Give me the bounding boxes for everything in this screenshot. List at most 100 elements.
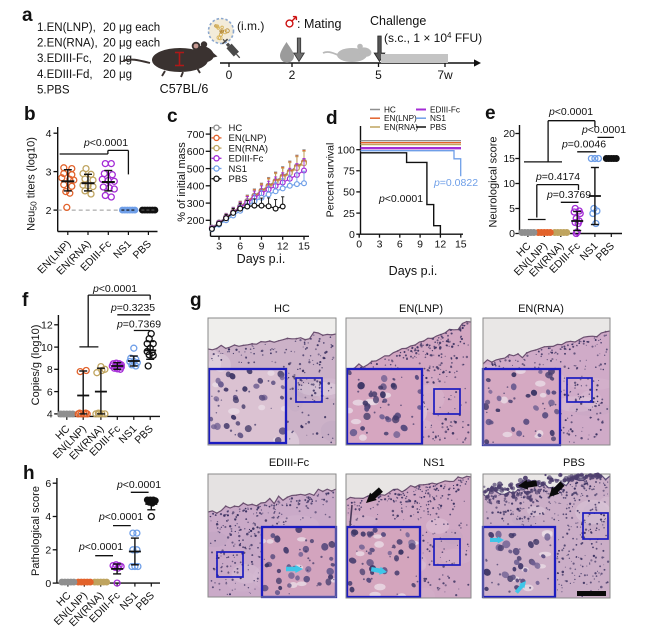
svg-text:0: 0 xyxy=(226,68,233,82)
svg-text:5: 5 xyxy=(375,68,382,82)
svg-text:10: 10 xyxy=(503,178,515,190)
svg-text:0: 0 xyxy=(356,239,362,251)
svg-text:8: 8 xyxy=(47,364,53,376)
svg-text:15: 15 xyxy=(503,153,515,165)
svg-text:NS1: NS1 xyxy=(423,457,444,469)
svg-text:b: b xyxy=(24,104,36,125)
svg-text:20 μg each: 20 μg each xyxy=(103,38,160,50)
svg-text:% of initial mass: % of initial mass xyxy=(176,142,188,222)
svg-text:p<0.0001: p<0.0001 xyxy=(78,541,123,553)
svg-text:2: 2 xyxy=(46,205,52,217)
svg-text:Neurological score: Neurological score xyxy=(488,136,500,227)
svg-text:400: 400 xyxy=(187,181,205,193)
svg-text:3: 3 xyxy=(216,241,222,253)
svg-text:0: 0 xyxy=(45,578,51,590)
svg-text:7w: 7w xyxy=(437,68,453,82)
svg-text:PBS: PBS xyxy=(430,123,447,132)
svg-text:500: 500 xyxy=(187,163,205,175)
svg-text:p<0.0001: p<0.0001 xyxy=(116,479,161,491)
svg-text:3.EDIII-Fc,: 3.EDIII-Fc, xyxy=(37,53,92,65)
svg-text:p<0.0001: p<0.0001 xyxy=(92,283,137,295)
svg-text:15: 15 xyxy=(455,239,467,251)
svg-text:h: h xyxy=(23,463,35,484)
svg-text:c: c xyxy=(167,106,178,127)
svg-text:Percent survival: Percent survival xyxy=(325,143,337,218)
svg-text:Days p.i.: Days p.i. xyxy=(237,252,286,266)
svg-text:4.EDIII-Fd,: 4.EDIII-Fd, xyxy=(37,69,93,81)
svg-text:10: 10 xyxy=(41,342,53,354)
svg-text:EDIII-Fc: EDIII-Fc xyxy=(229,154,264,165)
svg-text:Neu50 titers (log10): Neu50 titers (log10) xyxy=(26,137,39,231)
svg-text:4: 4 xyxy=(47,409,53,421)
svg-text:20 μg: 20 μg xyxy=(103,69,132,81)
svg-text:6: 6 xyxy=(237,241,243,253)
svg-text:9: 9 xyxy=(259,241,265,253)
svg-text:12: 12 xyxy=(277,241,289,253)
svg-text:(s.c., 1 × 104 FFU): (s.c., 1 × 104 FFU) xyxy=(384,31,482,45)
svg-text:2.EN(RNA),: 2.EN(RNA), xyxy=(37,38,98,50)
svg-text:EDIII-Fc: EDIII-Fc xyxy=(269,457,310,469)
svg-text:9: 9 xyxy=(417,239,423,251)
svg-text:EN(LNP): EN(LNP) xyxy=(229,133,267,144)
svg-text:12: 12 xyxy=(41,320,53,332)
svg-text:p=0.4174: p=0.4174 xyxy=(535,171,580,183)
svg-text:C57BL/6: C57BL/6 xyxy=(160,82,209,96)
svg-text:d: d xyxy=(326,108,338,129)
svg-text:700: 700 xyxy=(187,129,205,141)
svg-text:EN(LNP): EN(LNP) xyxy=(384,114,417,123)
svg-text:(i.m.): (i.m.) xyxy=(237,19,264,33)
svg-text:2: 2 xyxy=(45,545,51,557)
svg-text:75: 75 xyxy=(343,166,355,178)
svg-text:20 μg each: 20 μg each xyxy=(103,22,160,34)
svg-text:15: 15 xyxy=(298,241,310,253)
svg-text:HC: HC xyxy=(274,303,290,315)
svg-text:p=0.0822: p=0.0822 xyxy=(433,177,478,189)
svg-text:NS1: NS1 xyxy=(229,164,247,175)
svg-text:EN(RNA): EN(RNA) xyxy=(518,303,564,315)
svg-text:1.EN(LNP),: 1.EN(LNP), xyxy=(37,22,96,34)
svg-text:2: 2 xyxy=(289,68,296,82)
svg-text:4: 4 xyxy=(45,511,51,523)
svg-text:Challenge: Challenge xyxy=(370,14,426,28)
svg-text:NS1: NS1 xyxy=(430,114,446,123)
svg-text:Copies/g (log10): Copies/g (log10) xyxy=(30,325,42,406)
svg-text:200: 200 xyxy=(187,215,205,227)
svg-text:HC: HC xyxy=(229,123,243,134)
svg-text:p=0.3235: p=0.3235 xyxy=(110,302,155,314)
svg-text:Days p.i.: Days p.i. xyxy=(389,264,438,278)
svg-text:p=0.3769: p=0.3769 xyxy=(546,189,591,201)
svg-text:20: 20 xyxy=(503,128,515,140)
svg-text:EDIII-Fc: EDIII-Fc xyxy=(430,106,460,115)
svg-text:50: 50 xyxy=(343,187,355,199)
svg-text:5.PBS: 5.PBS xyxy=(37,84,70,96)
svg-text:a: a xyxy=(22,5,33,26)
svg-text:6: 6 xyxy=(47,386,53,398)
svg-text:e: e xyxy=(485,103,496,124)
svg-text:100: 100 xyxy=(337,144,355,156)
svg-text:3: 3 xyxy=(46,166,52,178)
svg-text:25: 25 xyxy=(343,208,355,220)
svg-text:p=0.7369: p=0.7369 xyxy=(116,319,161,331)
svg-text:300: 300 xyxy=(187,198,205,210)
svg-text:3: 3 xyxy=(377,239,383,251)
svg-text:PBS: PBS xyxy=(563,457,585,469)
svg-text:g: g xyxy=(190,290,202,311)
svg-text:p<0.0001: p<0.0001 xyxy=(548,106,593,118)
svg-text:p<0.0001: p<0.0001 xyxy=(581,124,626,136)
svg-text:HC: HC xyxy=(384,106,396,115)
svg-text:Pathological score: Pathological score xyxy=(30,486,42,576)
svg-text:5: 5 xyxy=(509,203,515,215)
svg-text:p<0.0001: p<0.0001 xyxy=(83,137,128,149)
svg-text:: Mating: : Mating xyxy=(297,17,342,31)
svg-text:0: 0 xyxy=(349,229,355,241)
svg-text:12: 12 xyxy=(435,239,447,251)
svg-text:EN(LNP): EN(LNP) xyxy=(399,303,443,315)
svg-text:p<0.0001: p<0.0001 xyxy=(98,511,143,523)
svg-text:p=0.0046: p=0.0046 xyxy=(561,139,606,151)
svg-text:EN(RNA): EN(RNA) xyxy=(229,143,269,154)
svg-text:6: 6 xyxy=(397,239,403,251)
svg-text:4: 4 xyxy=(46,128,52,140)
svg-text:PBS: PBS xyxy=(229,174,248,185)
svg-text:EN(RNA): EN(RNA) xyxy=(384,123,418,132)
svg-text:600: 600 xyxy=(187,146,205,158)
